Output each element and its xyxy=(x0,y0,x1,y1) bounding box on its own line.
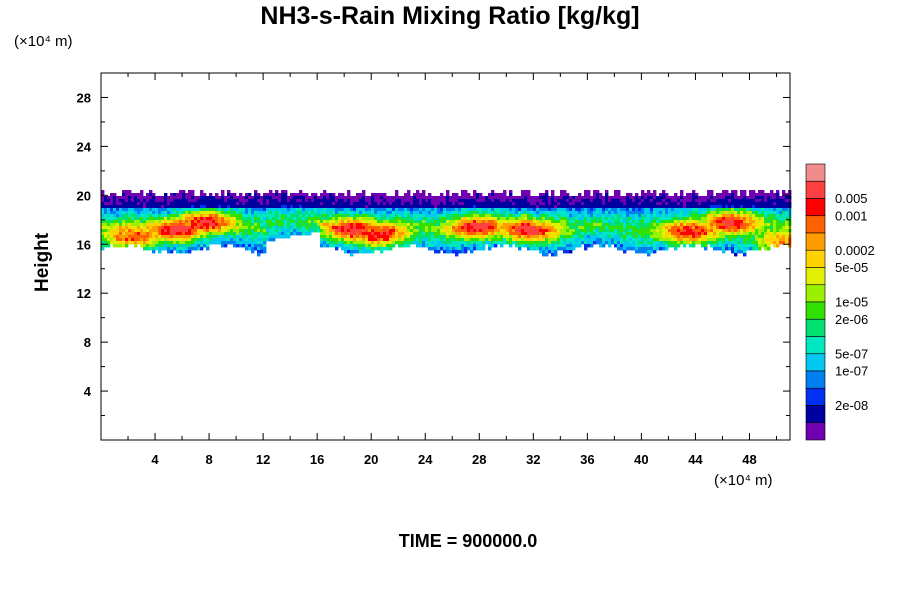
x-tick-label: 4 xyxy=(151,452,159,467)
colorbar-label: 1e-05 xyxy=(835,295,868,310)
y-tick-label: 8 xyxy=(84,335,91,350)
y-tick-label: 4 xyxy=(84,384,92,399)
x-tick-label: 48 xyxy=(742,452,756,467)
x-tick-label: 20 xyxy=(364,452,378,467)
colorbar-label: 2e-08 xyxy=(835,398,868,413)
y-tick-label: 12 xyxy=(77,286,91,301)
x-tick-label: 28 xyxy=(472,452,486,467)
colorbar-swatch xyxy=(805,215,826,234)
colorbar-label: 2e-06 xyxy=(835,312,868,327)
colorbar-swatch xyxy=(805,387,826,406)
colorbar-swatch xyxy=(805,422,826,441)
cloud-band xyxy=(101,190,792,257)
colorbar-label: 0.0002 xyxy=(835,243,875,258)
colorbar-swatch xyxy=(805,249,826,268)
colorbar-swatch xyxy=(805,405,826,424)
colorbar-label: 0.005 xyxy=(835,191,868,206)
y-tick-label: 20 xyxy=(77,188,91,203)
x-axis-unit: (×10⁴ m) xyxy=(714,472,773,489)
x-tick-label: 40 xyxy=(634,452,648,467)
x-tick-label: 44 xyxy=(688,452,703,467)
time-label: TIME = 900000.0 xyxy=(398,531,538,551)
y-tick-label: 16 xyxy=(77,237,91,252)
colorbar-swatch xyxy=(805,284,826,303)
plot-area xyxy=(101,190,792,257)
y-tick-label: 28 xyxy=(77,90,91,105)
colorbar-swatch xyxy=(805,267,826,286)
colorbar-swatch xyxy=(805,163,826,182)
x-tick-label: 36 xyxy=(580,452,594,467)
colorbar-swatch xyxy=(805,232,826,251)
colorbar: 0.005 0.001 0.0002 5e-05 1e-05 2e-06 5e-07 1e-0… xyxy=(805,163,875,441)
colorbar-swatch xyxy=(805,301,826,320)
colorbar-swatch xyxy=(805,198,826,217)
colorbar-swatch xyxy=(805,370,826,389)
plot-frame xyxy=(100,72,791,441)
colorbar-label: 0.001 xyxy=(835,208,868,223)
y-tick-label: 24 xyxy=(77,139,92,154)
colorbar-label: 5e-05 xyxy=(835,260,868,275)
colorbar-swatch xyxy=(805,318,826,337)
colorbar-label: 1e-07 xyxy=(835,364,868,379)
colorbar-swatch xyxy=(805,353,826,372)
chart-title: NH3-s-Rain Mixing Ratio [kg/kg] xyxy=(260,2,640,30)
colorbar-label: 5e-07 xyxy=(835,346,868,361)
x-tick-label: 8 xyxy=(205,452,212,467)
x-tick-label: 24 xyxy=(418,452,433,467)
x-tick-label: 32 xyxy=(526,452,540,467)
y-axis-unit: (×10⁴ m) xyxy=(14,33,73,50)
x-tick-label: 16 xyxy=(310,452,324,467)
colorbar-swatch xyxy=(805,336,826,355)
colorbar-swatch xyxy=(805,180,826,199)
x-tick-label: 12 xyxy=(256,452,270,467)
